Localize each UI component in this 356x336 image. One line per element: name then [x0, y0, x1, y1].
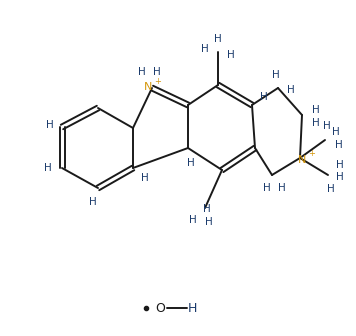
Text: H: H	[287, 85, 295, 95]
Text: H: H	[214, 34, 222, 44]
Text: H: H	[323, 121, 331, 131]
Text: H: H	[312, 118, 320, 128]
Text: H: H	[336, 160, 344, 170]
Text: H: H	[272, 70, 280, 80]
Text: H: H	[187, 301, 197, 314]
Text: H: H	[187, 158, 195, 168]
Text: H: H	[153, 67, 161, 77]
Text: H: H	[44, 163, 52, 173]
Text: H: H	[203, 204, 211, 214]
Text: H: H	[335, 140, 343, 150]
Text: N: N	[298, 155, 306, 165]
Text: H: H	[205, 217, 213, 227]
Text: H: H	[46, 120, 54, 130]
Text: H: H	[141, 173, 149, 183]
Text: H: H	[201, 44, 209, 54]
Text: H: H	[260, 92, 268, 102]
Text: H: H	[327, 184, 335, 194]
Text: H: H	[138, 67, 146, 77]
Text: H: H	[263, 183, 271, 193]
Text: H: H	[227, 50, 235, 60]
Text: H: H	[89, 197, 97, 207]
Text: H: H	[278, 183, 286, 193]
Text: +: +	[309, 150, 315, 159]
Text: H: H	[332, 127, 340, 137]
Text: H: H	[312, 105, 320, 115]
Text: O: O	[155, 301, 165, 314]
Text: H: H	[336, 172, 344, 182]
Text: N: N	[144, 82, 152, 92]
Text: H: H	[189, 215, 197, 225]
Text: +: +	[155, 77, 161, 85]
